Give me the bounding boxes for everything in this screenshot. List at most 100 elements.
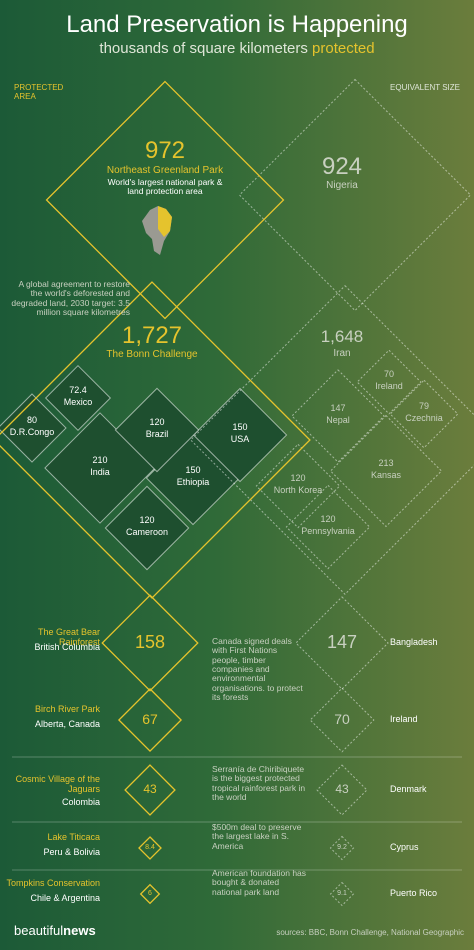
place: Peru & Bolivia [43,847,100,857]
brand-bold: news [63,923,96,938]
area-diamond [104,485,190,571]
name: The Bonn Challenge [106,349,198,360]
value: 9.1 [337,890,347,898]
area-diamond [44,364,112,432]
name: Ireland [375,381,403,391]
name: India [90,467,110,477]
place: British Columbia [34,642,100,652]
name: Birch River Park [34,704,100,714]
name: Puerto Rico [390,888,438,898]
place: Chile & Argentina [30,893,100,903]
name: Pennsylvania [301,526,355,536]
area-diamond [0,281,311,599]
note: Serranía de Chiribiquete is the biggest … [212,764,306,803]
equivalent-diamond [295,596,389,690]
area-diamond [117,687,183,753]
value: 6 [148,890,152,898]
name: Czechnia [405,413,443,423]
area-diamond [192,387,288,483]
name: Cameroon [125,527,169,537]
equivalent-diamond [329,881,355,907]
value: 120 [320,514,336,524]
value: 150 [185,465,201,475]
greenland-park [158,206,172,237]
equivalent-diamond [291,369,385,463]
column-label: PROTECTED AREA [14,83,64,101]
name: North Korea [273,485,323,495]
name: The Great Bear Rainforest [37,627,100,647]
name: Cosmic Village of the Jaguars [15,774,100,794]
value: 147 [326,632,358,653]
area-diamond [114,387,200,473]
area-diamond [138,836,162,860]
note: American foundation has bought & donated… [212,868,307,897]
value: 150 [232,422,248,432]
subtitle-highlight: protected [312,40,375,57]
equivalent-diamond [356,349,422,415]
subtitle-text: thousands of square kilometers [99,40,313,57]
value: 70 [334,711,350,728]
name: Cyprus [390,842,419,852]
value: 120 [290,473,306,483]
name: Ethiopia [176,477,210,487]
title: Land Preservation is Happening [66,11,408,38]
description: World's largest national park & land pro… [107,177,223,197]
value: 158 [134,632,166,653]
value: 1,648 [320,327,364,346]
value: 120 [149,417,165,427]
equivalent-diamond [255,443,341,529]
value: 213 [378,458,394,468]
name: USA [230,434,250,444]
equivalent-diamond [190,285,474,595]
area-diamond [139,883,161,905]
area-diamond [101,594,199,692]
note: Canada signed deals with First Nations p… [212,636,303,703]
name: Bangladesh [390,637,438,647]
value: 1,727 [121,322,183,349]
place: Alberta, Canada [34,719,100,729]
equivalent-diamond [316,764,368,816]
value: 72.4 [69,385,87,395]
equivalent-diamond [238,78,472,312]
equivalent-diamond [285,484,371,570]
subtitle: thousands of square kilometers protected [0,40,474,58]
name: Brazil [145,429,169,439]
place: Colombia [61,797,100,807]
value: 43 [143,782,157,797]
value: 67 [142,711,158,728]
value: 120 [139,515,155,525]
area-diamond [45,80,285,320]
name: Lake Titicaca [47,832,100,842]
value: 79 [418,401,429,411]
equivalent-diamond [309,687,375,753]
value: 210 [92,455,108,465]
name: Tompkins Conservation [6,878,100,888]
value: 147 [330,403,346,413]
name: Nigeria [326,180,358,191]
brand: beautifulnews [14,923,96,938]
value: 43 [335,782,349,797]
note: A global agreement to restore the world'… [11,279,130,318]
note: $500m deal to preserve the largest lake … [212,822,302,851]
name: D.R.Congo [9,427,55,437]
value: 9.2 [337,844,347,852]
value: 924 [321,153,363,180]
equivalent-diamond [329,414,443,528]
value: 70 [383,369,394,379]
area-diamond [124,764,176,816]
name: Iran [333,348,351,359]
name: Denmark [390,784,427,794]
equivalent-diamond [329,835,355,861]
name: Northeast Greenland Park [106,165,224,176]
column-label: EQUIVALENT SIZE [390,83,460,92]
sources: sources: BBC, Bonn Challenge, National G… [276,928,464,937]
name: Ireland [390,714,418,724]
name: Mexico [63,397,93,407]
value: 972 [144,137,186,164]
name: Kansas [370,470,402,480]
area-diamond [0,393,67,463]
value: 8.4 [145,844,155,852]
value: 80 [26,415,37,425]
